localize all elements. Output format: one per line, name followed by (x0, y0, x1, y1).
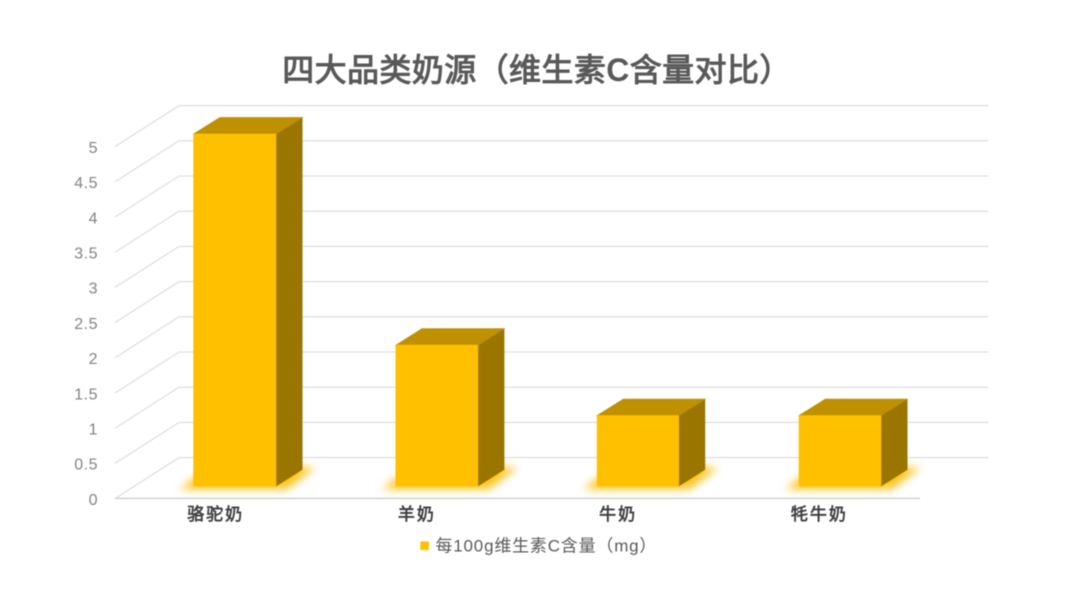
svg-text:四大品类奶源（维生素C含量对比）: 四大品类奶源（维生素C含量对比） (282, 52, 792, 88)
svg-text:4: 4 (89, 210, 98, 227)
svg-text:3: 3 (89, 281, 98, 298)
svg-text:每100g维生素C含量（mg）: 每100g维生素C含量（mg） (436, 537, 658, 556)
svg-text:1: 1 (89, 422, 98, 439)
svg-text:0: 0 (89, 492, 98, 509)
svg-text:1.5: 1.5 (74, 386, 98, 403)
svg-text:2.5: 2.5 (74, 316, 98, 333)
svg-text:牛奶: 牛奶 (599, 504, 637, 524)
svg-text:牦牛奶: 牦牛奶 (791, 504, 848, 524)
svg-text:2: 2 (89, 351, 98, 368)
svg-text:0.5: 0.5 (74, 457, 98, 474)
svg-text:羊奶: 羊奶 (398, 504, 436, 524)
svg-text:4.5: 4.5 (74, 175, 98, 192)
svg-text:3.5: 3.5 (74, 246, 98, 263)
svg-text:骆驼奶: 骆驼奶 (187, 504, 244, 524)
svg-text:5: 5 (89, 140, 98, 157)
